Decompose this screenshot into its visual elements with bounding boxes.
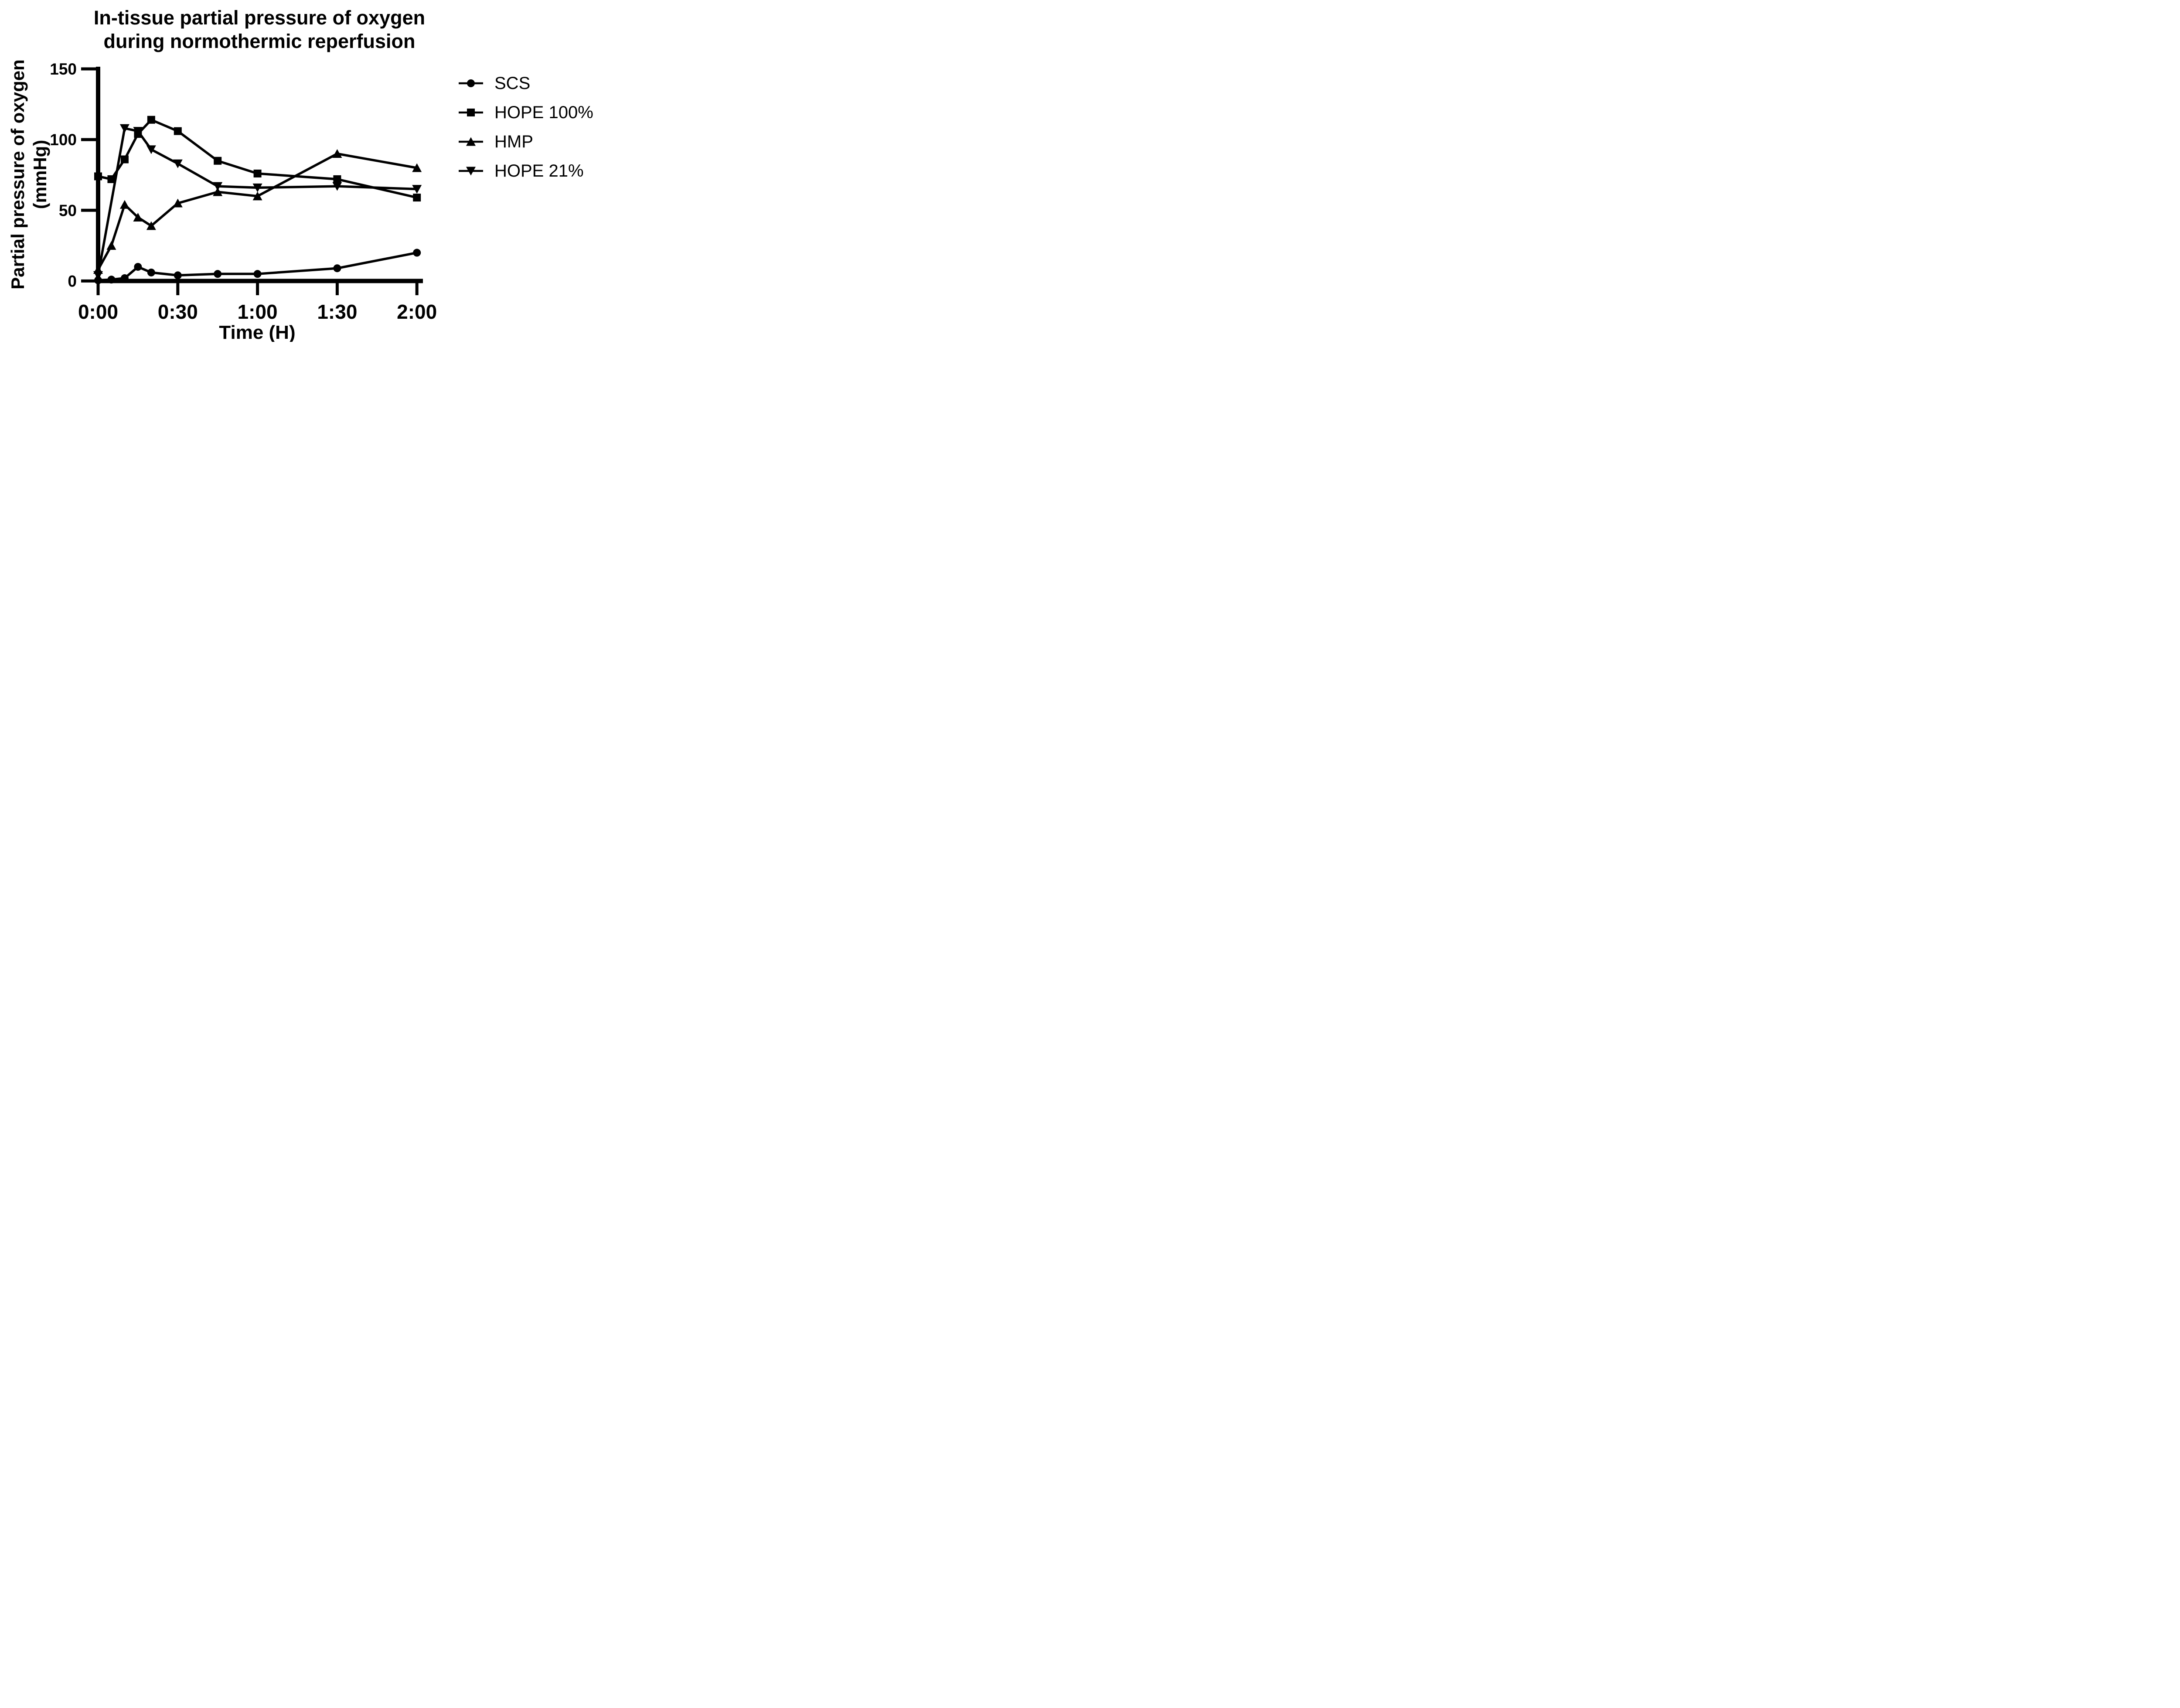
legend-item-hmp: HMP [459, 132, 593, 152]
legend-triangle-up-marker-icon [459, 137, 483, 146]
series-line-HOPE 21% [97, 126, 417, 276]
legend-item-hope-21: HOPE 21% [459, 161, 593, 181]
chart-title: In-tissue partial pressure of oxygen dur… [65, 6, 453, 53]
legend: SCS HOPE 100% HMP HOPE 21% [459, 73, 593, 181]
y-tick-label: 50 [59, 201, 77, 219]
x-tick-label: 2:00 [397, 300, 437, 323]
legend-label-hope-100: HOPE 100% [494, 102, 593, 122]
chart-title-line-2: during normothermic reperfusion [103, 30, 416, 52]
series-markers-HOPE 100% [94, 116, 421, 202]
series-markers-HOPE 21% [93, 124, 422, 280]
legend-square-marker-icon [459, 109, 483, 116]
y-tick-label: 0 [68, 272, 77, 290]
series-markers-HMP [93, 149, 422, 274]
legend-label-hmp: HMP [494, 132, 533, 151]
x-tick-label: 1:00 [238, 300, 278, 323]
series-line-HMP [97, 152, 417, 270]
series-line-SCS [98, 251, 417, 282]
figure: In-tissue partial pressure of oxygen dur… [0, 0, 598, 342]
legend-item-scs: SCS [459, 73, 593, 93]
legend-item-hope-100: HOPE 100% [459, 102, 593, 123]
axes: 0 50 100 150 0:00 0:30 1:00 1:30 2:00 [50, 60, 437, 323]
series-markers-SCS [94, 249, 421, 284]
legend-label-hope-21: HOPE 21% [494, 161, 584, 181]
legend-label-scs: SCS [494, 73, 531, 93]
chart-title-line-1: In-tissue partial pressure of oxygen [93, 7, 426, 29]
y-tick-label: 100 [50, 131, 77, 149]
legend-triangle-down-marker-icon [459, 167, 483, 176]
x-tick-label: 0:30 [158, 300, 198, 323]
legend-circle-marker-icon [459, 79, 483, 87]
x-tick-label: 0:00 [78, 300, 118, 323]
chart-canvas: 0 50 100 150 0:00 0:30 1:00 1:30 2:00 [50, 60, 437, 323]
x-axis-title: Time (H) [219, 322, 296, 342]
x-tick-label: 1:30 [317, 300, 357, 323]
y-tick-label: 150 [50, 60, 77, 78]
